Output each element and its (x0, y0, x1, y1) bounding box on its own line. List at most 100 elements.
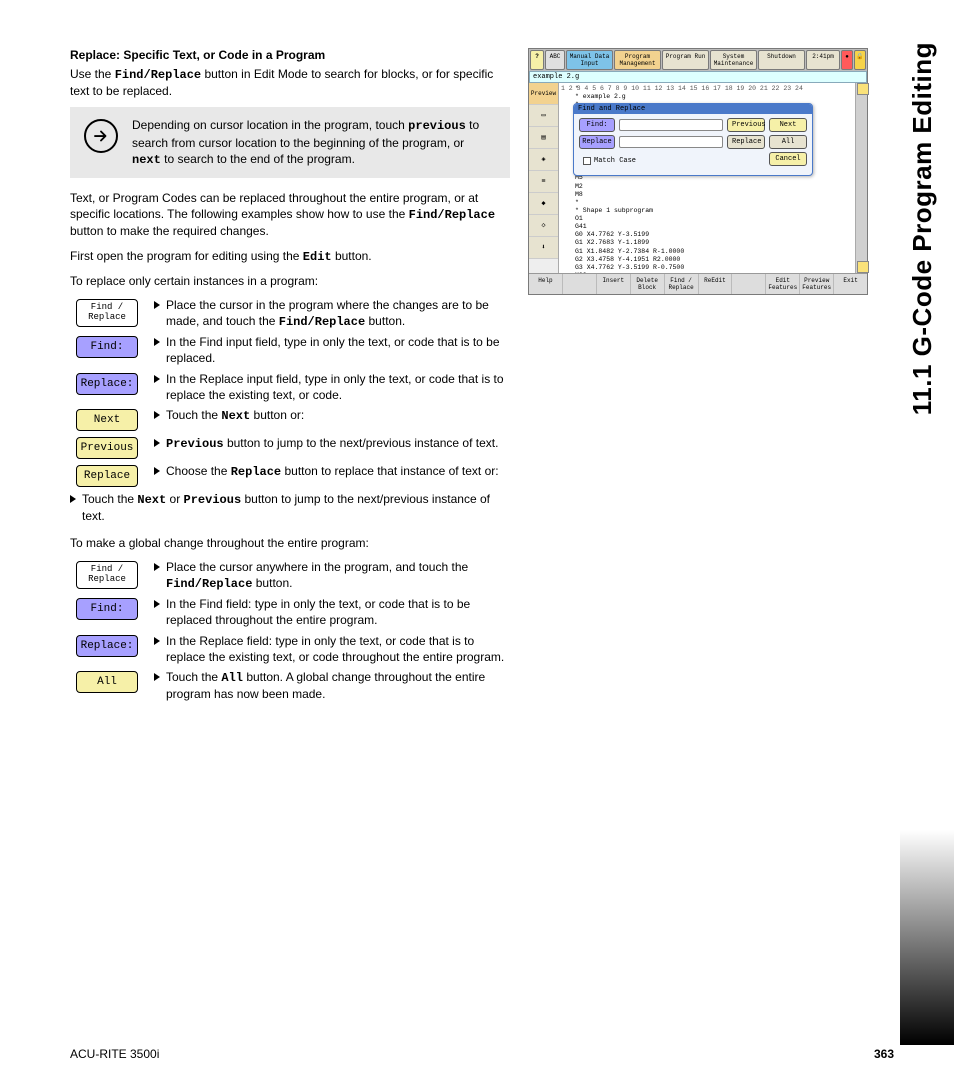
inline-mono: next (132, 153, 161, 167)
dialog-cancel-button[interactable]: Cancel (769, 152, 807, 166)
next-button[interactable]: Next (76, 409, 138, 431)
text: to search to the end of the program. (161, 152, 355, 166)
text: Place the cursor anywhere in the program… (166, 560, 468, 574)
ss-bottom-button[interactable]: ReEdit (699, 274, 733, 294)
bullet-icon (154, 411, 160, 419)
inline-mono: Replace (231, 465, 281, 479)
ss-bottom-button[interactable]: Delete Block (631, 274, 665, 294)
text: Use the (70, 67, 115, 81)
step-text: In the Replace input field, type in only… (166, 371, 510, 403)
bullet-icon (154, 563, 160, 571)
step-text: Place the cursor anywhere in the program… (166, 559, 510, 592)
bullet-icon (154, 467, 160, 475)
text: button to replace that instance of text … (281, 464, 498, 478)
checkbox-label: Match Case (594, 157, 636, 165)
replace-label-button[interactable]: Replace: (76, 373, 138, 395)
sidebar-icon[interactable]: ▭ (529, 105, 558, 127)
ss-bottom-button[interactable]: Preview Features (800, 274, 834, 294)
sidebar-icon[interactable]: ≡ (529, 171, 558, 193)
bullet-icon (154, 375, 160, 383)
sidebar-icon[interactable]: ▤ (529, 127, 558, 149)
find-replace-dialog: Find and Replace Find: Previous Next Rep… (573, 103, 813, 176)
sidebar-icon[interactable]: ◆ (529, 193, 558, 215)
paragraph: First open the program for editing using… (70, 248, 510, 265)
page-footer: ACU-RITE 3500i 363 (70, 1047, 894, 1061)
ss-bottom-button[interactable]: Edit Features (766, 274, 800, 294)
previous-button[interactable]: Previous (76, 437, 138, 459)
program-run-tab[interactable]: Program Run (662, 50, 709, 70)
ss-bottom-button[interactable]: Find / Replace (665, 274, 699, 294)
text: First open the program for editing using… (70, 249, 303, 263)
program-management-tab[interactable]: Program Management (614, 50, 661, 70)
find-button[interactable]: Find: (76, 598, 138, 620)
side-gradient-bar (900, 830, 954, 1045)
replace-button[interactable]: Replace (76, 465, 138, 487)
line-numbers: 1 2 3 4 5 6 7 8 9 10 11 12 13 14 15 16 1… (561, 85, 803, 93)
dialog-replace-input[interactable] (619, 136, 723, 148)
bullet-icon (154, 600, 160, 608)
sidebar-icon[interactable]: ⬇ (529, 237, 558, 259)
ss-bottom-bar: Help InsertDelete BlockFind / ReplaceReEd… (529, 273, 867, 294)
ss-bottom-button[interactable]: Help (529, 274, 563, 294)
all-button[interactable]: All (76, 671, 138, 693)
note-text: Depending on cursor location in the prog… (132, 117, 496, 168)
text: Touch the (166, 408, 221, 422)
inline-mono: Next (221, 409, 250, 423)
inline-mono: Edit (303, 250, 332, 264)
cnc-screenshot: ? ABC Manual Data Input Program Manageme… (528, 48, 868, 295)
find-button[interactable]: Find: (76, 336, 138, 358)
inline-mono: All (221, 671, 243, 685)
mdi-tab[interactable]: Manual Data Input (566, 50, 613, 70)
paragraph: Text, or Program Codes can be replaced t… (70, 190, 510, 240)
step-text: In the Replace field: type in only the t… (166, 633, 510, 665)
match-case-checkbox[interactable]: Match Case (583, 157, 636, 165)
dialog-replace-button[interactable]: Replace (727, 135, 765, 149)
sidebar-icon[interactable]: ◈ (529, 149, 558, 171)
record-icon: ● (841, 50, 853, 70)
clock-display: 2:41pm (806, 50, 840, 70)
filename-bar: example 2.g (529, 71, 867, 83)
text: button. (365, 314, 405, 328)
step-text: In the Find field: type in only the text… (166, 596, 510, 628)
dialog-replace-label[interactable]: Replace (579, 135, 615, 149)
dialog-find-input[interactable] (619, 119, 723, 131)
inline-mono: Find/Replace (115, 68, 201, 82)
find-replace-button[interactable]: Find / Replace (76, 299, 138, 327)
bullet-icon (154, 338, 160, 346)
ss-bottom-button[interactable]: Insert (597, 274, 631, 294)
ss-bottom-button[interactable]: Exit (834, 274, 867, 294)
shutdown-tab[interactable]: Shutdown (758, 50, 805, 70)
dialog-find-label[interactable]: Find: (579, 118, 615, 132)
step-text: Touch the Next button or: (166, 407, 304, 424)
sidebar-icon[interactable]: ◇ (529, 215, 558, 237)
code-editor[interactable]: 1 2 3 4 5 6 7 8 9 10 11 12 13 14 15 16 1… (559, 83, 855, 273)
paragraph: To make a global change throughout the e… (70, 535, 510, 551)
ss-bottom-button[interactable] (732, 274, 766, 294)
intro-paragraph: Use the Find/Replace button in Edit Mode… (70, 66, 510, 99)
step-text: Choose the Replace button to replace tha… (166, 463, 499, 480)
step-text: In the Find input field, type in only th… (166, 334, 510, 366)
bullet-icon (154, 439, 160, 447)
dialog-next-button[interactable]: Next (769, 118, 807, 132)
dialog-previous-button[interactable]: Previous (727, 118, 765, 132)
replace-label-button[interactable]: Replace: (76, 635, 138, 657)
bullet-icon (70, 495, 76, 503)
text: Depending on cursor location in the prog… (132, 118, 408, 132)
dialog-all-button[interactable]: All (769, 135, 807, 149)
footer-product: ACU-RITE 3500i (70, 1047, 159, 1061)
preview-sidebar-item[interactable]: Preview (529, 83, 558, 105)
system-maintenance-tab[interactable]: System Maintenance (710, 50, 757, 70)
abc-tab[interactable]: ABC (545, 50, 565, 70)
note-arrow-icon (84, 119, 118, 153)
text: button or: (250, 408, 304, 422)
step-text: Touch the Next or Previous button to jum… (82, 491, 510, 524)
step-text: Previous button to jump to the next/prev… (166, 435, 498, 452)
inline-mono: previous (408, 119, 466, 133)
find-replace-button[interactable]: Find / Replace (76, 561, 138, 589)
ss-bottom-button[interactable] (563, 274, 597, 294)
inline-mono: Find/Replace (166, 577, 252, 591)
scrollbar[interactable] (855, 83, 867, 273)
bullet-icon (154, 301, 160, 309)
help-tab[interactable]: ? (530, 50, 544, 70)
paragraph: To replace only certain instances in a p… (70, 273, 510, 289)
